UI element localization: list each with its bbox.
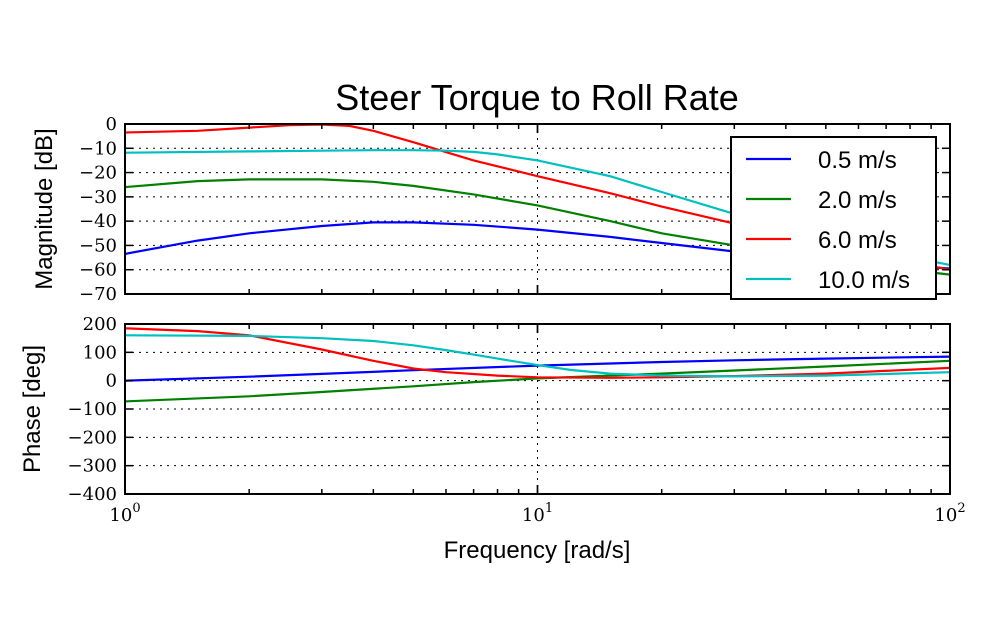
x-tick-label-base: 10	[934, 505, 957, 526]
ph-series-10-0-m-s	[124, 334, 951, 378]
magnitude-ticks: 0 −10 −20 −30 −40 −50 −60 −70	[79, 114, 951, 305]
mag-ytick-label: −20	[79, 163, 117, 184]
legend-label-0-5-m-s: 0.5 m/s	[818, 147, 897, 174]
x-tick-label-base: 10	[522, 505, 545, 526]
x-tick-label-base: 10	[109, 505, 132, 526]
ph-ytick-label: −300	[68, 456, 117, 477]
legend-box	[730, 136, 937, 300]
x-axis-label: Frequency [rad/s]	[444, 537, 631, 564]
x-tick-label-exponent: 0	[132, 501, 140, 516]
ph-ytick-label: 0	[106, 371, 117, 392]
phase-ticks: 200 100 0 −100 −200 −300 −400	[68, 314, 951, 505]
mag-ytick-label: −30	[79, 187, 117, 208]
magnitude-axes-frame	[124, 123, 951, 295]
mag-ytick-label: −50	[79, 235, 117, 256]
phase-ylabel: Phase [deg]	[19, 345, 46, 473]
ph-ytick-label: −400	[68, 484, 117, 505]
ph-ytick-label: −100	[68, 399, 117, 420]
mag-ytick-label: 0	[106, 114, 117, 135]
phase-axes-frame	[124, 323, 951, 495]
ph-ytick-label: 200	[83, 314, 117, 335]
legend-label-6-0-m-s: 6.0 m/s	[818, 227, 897, 254]
mag-ytick-label: −60	[79, 260, 117, 281]
legend: 0.5 m/s 2.0 m/s 6.0 m/s 10.0 m/s	[730, 136, 937, 300]
x-tick-labels: 100 101 102	[109, 501, 965, 526]
x-tick-label: 102	[934, 501, 965, 526]
x-tick-label: 101	[522, 501, 553, 526]
magnitude-panel: 0 −10 −20 −30 −40 −50 −60 −70 Magnitude [dB] 0.…	[31, 114, 951, 305]
ph-ytick-label: 100	[83, 342, 117, 363]
x-tick-label: 100	[109, 501, 140, 526]
magnitude-ylabel: Magnitude [dB]	[31, 128, 58, 289]
chart-title: Steer Torque to Roll Rate	[335, 77, 739, 118]
phase-series-group	[124, 327, 951, 403]
mag-ytick-label: −40	[79, 211, 117, 232]
x-tick-label-exponent: 1	[545, 501, 553, 516]
mag-ytick-label: −10	[79, 138, 117, 159]
x-tick-label-exponent: 2	[957, 501, 965, 516]
mag-ytick-label: −70	[79, 284, 117, 305]
phase-grid	[125, 324, 950, 494]
legend-label-2-0-m-s: 2.0 m/s	[818, 187, 897, 214]
ph-ytick-label: −200	[68, 427, 117, 448]
legend-label-10-0-m-s: 10.0 m/s	[818, 267, 910, 294]
